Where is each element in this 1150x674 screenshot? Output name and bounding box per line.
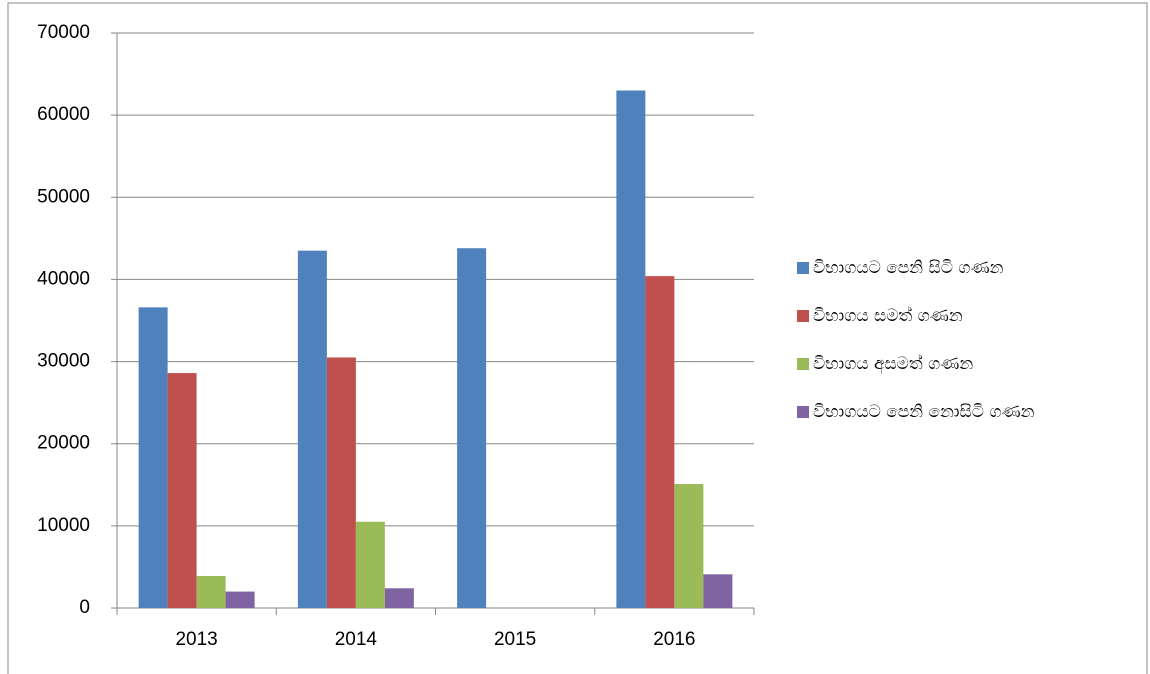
bar	[225, 591, 255, 608]
y-tick-label: 30000	[37, 351, 90, 372]
bar	[674, 483, 704, 608]
bar	[457, 248, 487, 608]
y-tick-label: 50000	[37, 186, 90, 207]
bar	[297, 250, 327, 608]
legend-label: විභාගයට පෙනි නොසිටි ගණන	[813, 402, 1035, 422]
x-tick-label: 2014	[335, 629, 378, 650]
y-tick-label: 70000	[37, 22, 90, 43]
legend-swatch	[797, 262, 809, 274]
bar	[703, 574, 733, 608]
legend-swatch	[797, 358, 809, 370]
bar	[384, 588, 414, 608]
legend-label: විභාගය අසමත් ගණන	[813, 354, 973, 375]
bar	[355, 521, 385, 608]
y-tick-label: 20000	[37, 433, 90, 454]
legend-swatch	[797, 406, 809, 418]
y-tick-label: 10000	[37, 515, 90, 536]
legend-label: විභාගය සමත් ගණන	[813, 306, 963, 326]
x-tick-label: 2013	[175, 629, 217, 650]
y-tick-label: 0	[79, 597, 90, 618]
legend-label: විභාගයට පෙනි සිටි ගණන	[813, 258, 1004, 278]
bar	[138, 307, 168, 608]
bar	[645, 276, 675, 608]
bar	[326, 357, 356, 608]
y-tick-label: 40000	[37, 268, 90, 289]
x-tick-label: 2016	[653, 629, 695, 650]
x-tick-label: 2015	[494, 629, 536, 650]
y-tick-label: 60000	[37, 104, 90, 125]
chart-border	[7, 2, 1148, 674]
bar	[616, 90, 646, 608]
legend-swatch	[797, 310, 809, 322]
bar	[196, 575, 226, 608]
bar	[167, 373, 197, 608]
